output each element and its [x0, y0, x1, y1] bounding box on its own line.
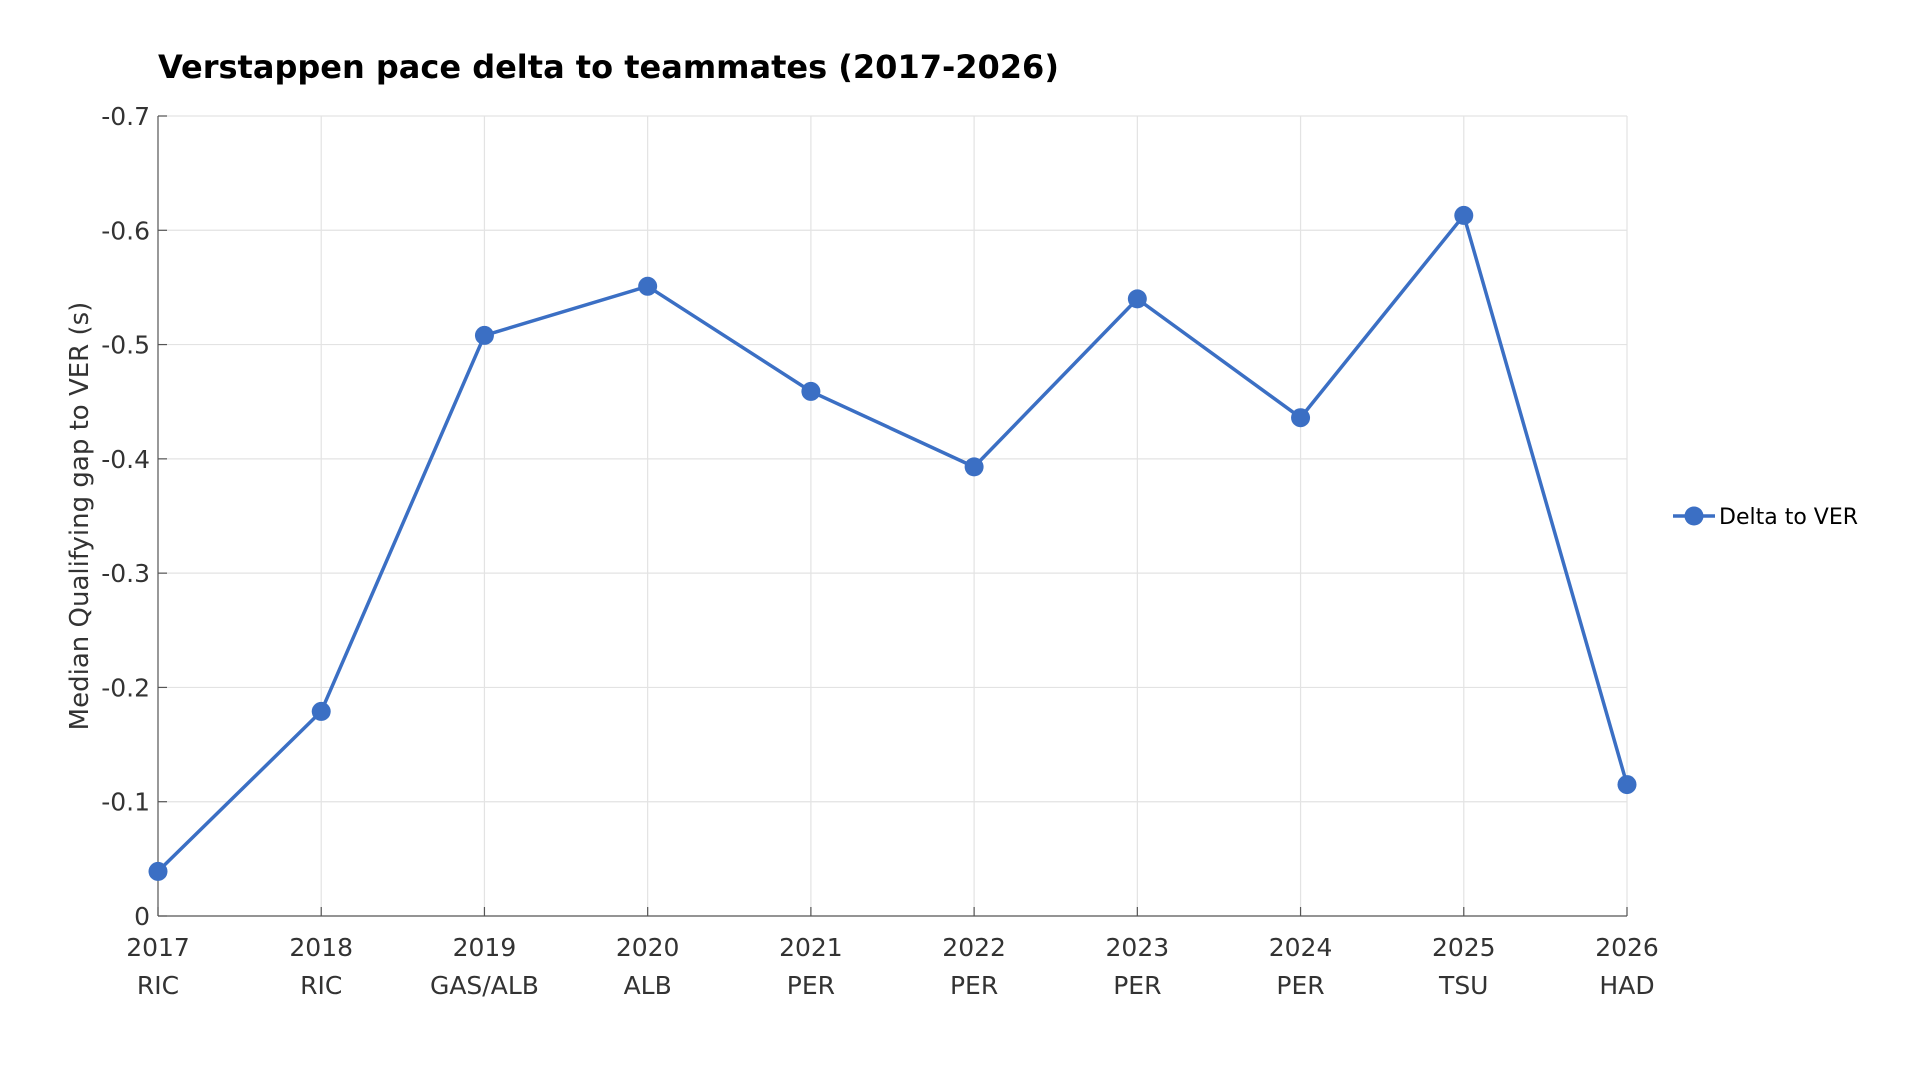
y-tick-label: -0.5 — [101, 331, 150, 360]
data-point — [801, 381, 821, 401]
x-tick-label-year: 2020 — [616, 933, 680, 962]
data-point — [474, 325, 494, 345]
x-tick-label-year: 2018 — [289, 933, 353, 962]
y-tick-label: -0.6 — [101, 216, 150, 245]
x-tick-label-teammate: HAD — [1599, 971, 1654, 1000]
y-tick-label: -0.3 — [101, 559, 150, 588]
legend-label: Delta to VER — [1719, 505, 1858, 530]
data-point — [1291, 408, 1311, 428]
x-tick-label-year: 2026 — [1595, 933, 1659, 962]
x-tick-labels: 2017 RIC 2018 RIC 2019 GAS/ALB 2020 ALB 2021 PER 2… — [126, 933, 1659, 1000]
y-tick-label: -0.7 — [101, 102, 150, 131]
x-tick-label-teammate: GAS/ALB — [430, 971, 539, 1000]
y-tick-label: 0 — [134, 902, 150, 931]
legend-circle-marker — [1684, 506, 1704, 526]
x-tick-label-teammate: RIC — [137, 971, 179, 1000]
grid — [158, 115, 1628, 916]
x-tick-label-teammate: TSU — [1438, 971, 1488, 1000]
x-tick-label-year: 2019 — [453, 933, 517, 962]
x-tick-label-teammate: ALB — [624, 971, 672, 1000]
y-tick-labels: 0 -0.1 -0.2 -0.3 -0.4 -0.5 -0.6 -0.7 — [101, 102, 150, 931]
series-line — [156, 213, 1629, 873]
data-point — [638, 276, 658, 296]
y-tick-label: -0.2 — [101, 673, 150, 702]
y-tick-label: -0.4 — [101, 445, 150, 474]
x-tick-label-year: 2017 — [126, 933, 190, 962]
x-tick-label-year: 2021 — [779, 933, 843, 962]
y-axis-label: Median Qualifying gap to VER (s) — [65, 302, 95, 731]
data-point — [1454, 205, 1474, 225]
axes — [157, 115, 1628, 917]
legend: Delta to VER — [1673, 505, 1858, 530]
x-tick-label-teammate: PER — [1113, 971, 1161, 1000]
x-tick-label-teammate: PER — [950, 971, 998, 1000]
x-tick-label-teammate: PER — [787, 971, 835, 1000]
data-point — [1617, 775, 1637, 795]
x-tick-label-year: 2022 — [942, 933, 1006, 962]
x-tick-label-year: 2023 — [1106, 933, 1170, 962]
data-point — [311, 701, 331, 721]
data-point — [964, 457, 984, 477]
x-tick-label-teammate: PER — [1276, 971, 1324, 1000]
x-tick-label-teammate: RIC — [300, 971, 342, 1000]
series-delta-to-ver — [148, 205, 1637, 881]
data-point — [1127, 289, 1147, 309]
y-tick-label: -0.1 — [101, 788, 150, 817]
x-tick-label-year: 2025 — [1432, 933, 1496, 962]
chart-title: Verstappen pace delta to teammates (2017… — [158, 48, 1059, 86]
data-point — [148, 861, 168, 881]
x-tick-label-year: 2024 — [1269, 933, 1333, 962]
